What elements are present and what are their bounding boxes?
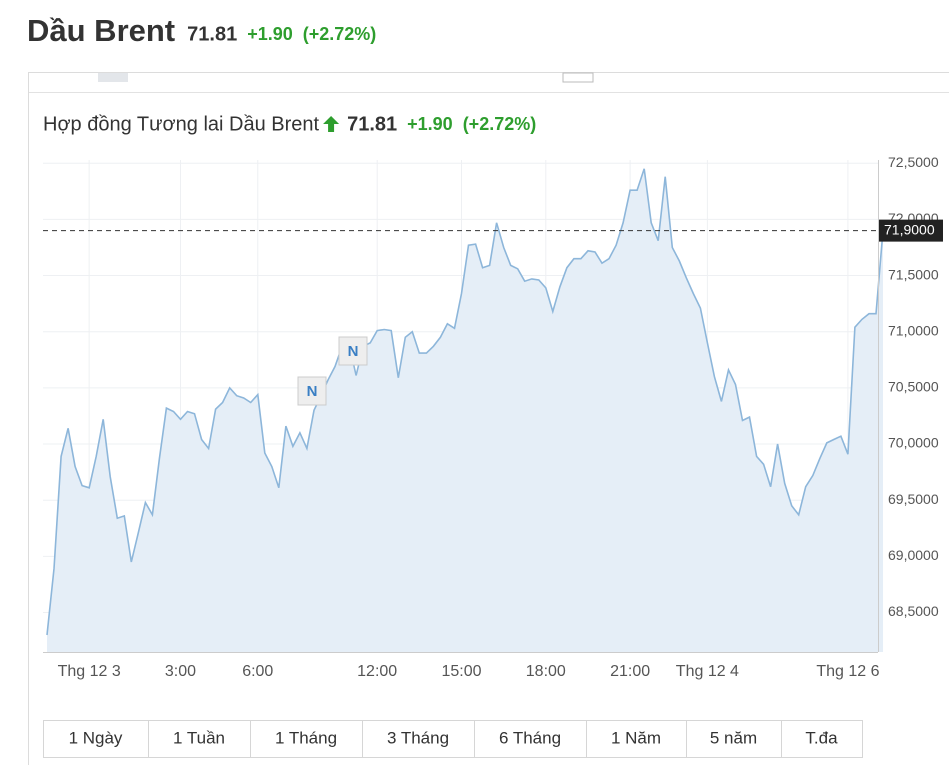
- x-tick-label: 21:00: [610, 663, 650, 680]
- x-tick-label: 12:00: [357, 663, 397, 680]
- instrument-title: Dầu Brent: [27, 13, 175, 48]
- news-marker-label: N: [348, 343, 359, 360]
- y-tick-label: 70,0000: [888, 435, 939, 451]
- y-tick-label: 68,5000: [888, 603, 939, 619]
- range-button-label[interactable]: 3 Tháng: [387, 728, 449, 747]
- range-button-label[interactable]: 1 Tuần: [173, 728, 225, 747]
- range-button[interactable]: [586, 720, 687, 758]
- last-price-box: [879, 219, 943, 242]
- range-button-label[interactable]: 5 năm: [710, 728, 757, 747]
- range-button-label[interactable]: 1 Năm: [611, 728, 661, 747]
- range-button-label[interactable]: T.đa: [805, 728, 838, 747]
- x-tick-label: Thg 12 4: [676, 663, 739, 680]
- header-change: +1.90: [247, 24, 293, 44]
- y-tick-label: 69,0000: [888, 547, 939, 563]
- toolbar-icon[interactable]: [562, 72, 594, 83]
- range-buttons: 1 Ngày 1 Tuần 1 Tháng 3 Tháng 6 Tháng 1 Năm 5 …: [43, 720, 863, 758]
- toolbar-strip: [29, 73, 949, 92]
- price-area: [47, 168, 884, 653]
- x-tick-label: 6:00: [242, 663, 273, 680]
- range-button[interactable]: [250, 720, 363, 758]
- range-button[interactable]: [43, 720, 149, 758]
- range-button[interactable]: [474, 720, 587, 758]
- y-tick-label: 70,5000: [888, 379, 939, 395]
- y-tick-label: 72,5000: [888, 154, 939, 170]
- y-tick-label: 69,5000: [888, 491, 939, 507]
- chart-change: +1.90: [407, 114, 453, 134]
- news-marker-label: N: [307, 383, 318, 400]
- up-arrow: [323, 116, 340, 132]
- x-tick-label: Thg 12 3: [58, 663, 121, 680]
- y-tick-label: 71,5000: [888, 266, 939, 282]
- x-tick-label: 15:00: [441, 663, 481, 680]
- plot: 68,5000 69,0000 69,5000 70,0000 70,5000 71,00…: [43, 154, 943, 680]
- range-button[interactable]: [148, 720, 251, 758]
- range-button[interactable]: [781, 720, 863, 758]
- toolbar: [29, 72, 949, 93]
- chart-title: Hợp đồng Tương lai Dầu Brent: [43, 113, 320, 135]
- x-tick-label: 18:00: [526, 663, 566, 680]
- toolbar-icon[interactable]: [98, 73, 128, 82]
- x-tick-label: 3:00: [165, 663, 196, 680]
- y-tick-label: 71,0000: [888, 322, 939, 338]
- chart-change-pct: (+2.72%): [463, 114, 537, 134]
- range-button-label[interactable]: 1 Tháng: [275, 728, 337, 747]
- range-button-label[interactable]: 6 Tháng: [499, 728, 561, 747]
- price-line: [46, 168, 884, 636]
- header-change-pct: (+2.72%): [303, 24, 377, 44]
- chart-price: 71.81: [347, 113, 397, 135]
- header-price: 71.81: [187, 23, 237, 45]
- x-tick-label: Thg 12 6: [816, 663, 879, 680]
- news-marker[interactable]: [338, 336, 368, 366]
- range-button-label[interactable]: 1 Ngày: [69, 728, 123, 747]
- news-marker[interactable]: [297, 376, 327, 406]
- last-price-label: 71,9000: [884, 221, 935, 237]
